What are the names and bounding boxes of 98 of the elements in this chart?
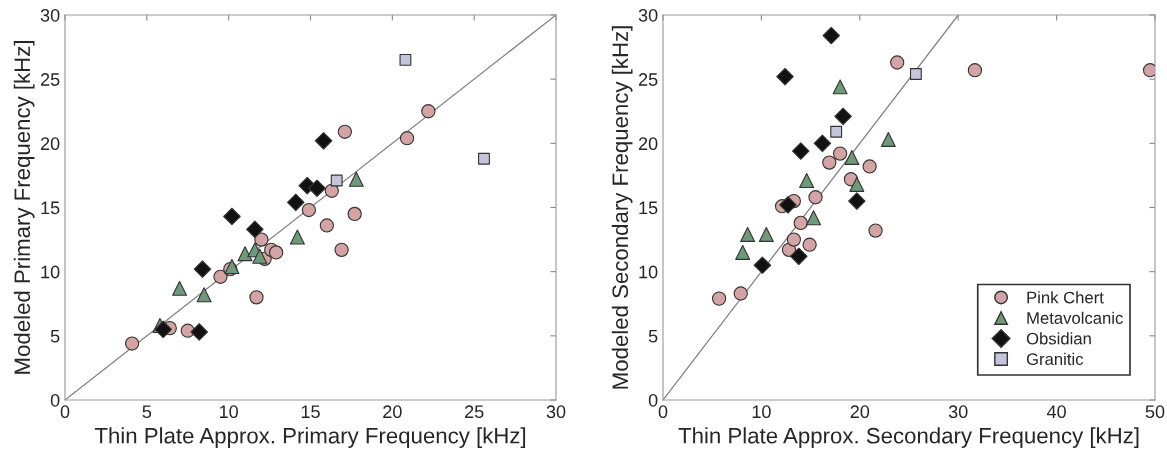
y-tick-label: 20 [638,137,658,151]
point [790,247,808,266]
x-tick-label: 30 [546,405,566,419]
y-tick-label: 20 [40,137,60,151]
point [237,246,253,262]
point [289,229,305,245]
y-tick-label: 25 [40,73,60,86]
point [822,155,837,170]
point [319,218,335,233]
point [268,245,284,260]
point [786,232,802,247]
x-tick-label: 40 [1046,405,1066,419]
point [832,79,848,95]
point [868,223,883,238]
point [421,104,436,119]
y-axis-title: Modeled Secondary Frequency [kHz] [611,26,633,389]
point [753,256,772,275]
y-tick-label: 25 [638,73,658,86]
point [399,53,412,66]
y-tick-label: 10 [41,265,60,279]
point [301,202,317,218]
x-tick-label: 5 [142,405,152,419]
y-axis-title: Modeled Primary Frequency [kHz] [13,41,35,374]
point [799,173,815,189]
x-tick-label: 0 [60,405,70,419]
y-tick-label: 0 [648,393,658,407]
point [347,206,362,222]
y-tick-label: 10 [639,265,658,279]
point [830,125,843,138]
point [758,226,774,242]
point [740,226,756,242]
y-tick-label: 15 [41,201,60,215]
point [330,174,343,187]
point [848,192,866,210]
x-axis-title: Thin Plate Approx. Primary Frequency [kHz] [94,427,526,448]
point [791,142,810,160]
point [793,215,808,231]
point [246,220,264,239]
point [813,134,832,153]
x-tick-label: 20 [850,405,870,419]
point [779,196,797,214]
point [249,290,264,305]
x-tick-label: 10 [752,405,771,419]
y-tick-label: 5 [648,329,658,343]
x-tick-label: 15 [301,405,320,419]
point [880,131,896,147]
point [314,131,333,150]
point [862,159,877,174]
y-tick-label: 0 [50,393,60,407]
point [844,149,860,165]
legend-label: Granitic [1026,352,1084,366]
x-tick-label: 30 [948,405,968,419]
point [832,146,848,161]
point [324,183,339,198]
legend-label: Obsidian [1026,332,1091,345]
y-tick-label: 5 [50,329,60,343]
point [190,323,208,341]
point [711,291,727,306]
x-axis-title: Thin Plate Approx. Secondary Frequency [kHz] [678,427,1139,448]
point [733,286,748,301]
point [308,179,326,198]
point [223,207,241,226]
y-tick-label: 30 [638,8,658,22]
point [849,176,865,192]
point [254,232,269,247]
legend-label: Metavolcanic [1027,311,1123,324]
point [399,131,415,146]
legend-label: Pink Chert [1027,291,1104,304]
x-tick-label: 50 [1145,405,1165,419]
point [834,107,852,126]
point [172,280,188,296]
point [1142,63,1155,78]
y-tick-label: 15 [639,201,658,215]
point [808,190,823,205]
point [822,26,841,45]
point [213,269,228,284]
point [967,63,983,78]
point [776,67,794,86]
point [334,242,349,257]
point [124,336,140,351]
point [735,244,751,260]
x-tick-label: 10 [220,405,238,419]
point [348,171,364,187]
point [252,248,268,264]
y-tick-label: 30 [40,8,60,22]
point [193,260,212,278]
point [909,68,922,80]
point [806,210,822,226]
point [286,193,305,212]
x-tick-label: 20 [383,405,402,419]
point [196,287,212,303]
x-tick-label: 0 [658,405,668,419]
point [337,124,353,139]
x-tick-label: 25 [465,405,484,419]
point [478,152,490,165]
point [802,237,817,252]
point [154,320,172,339]
point [890,55,905,70]
